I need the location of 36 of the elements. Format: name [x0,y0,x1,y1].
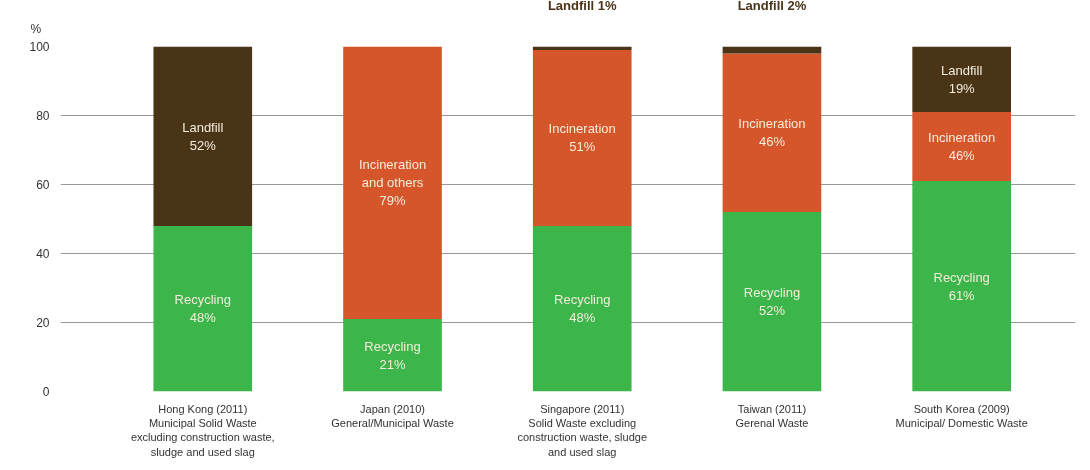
bar [153,225,253,392]
y-tick-label: 40 [36,247,50,261]
data-label: Landfill 1% [547,0,617,13]
bar [343,46,442,320]
x-tick-label: Hong Kong (2011) Municipal Solid Waste excluding construction waste, sludge and used slag [130,402,275,458]
y-tick-label: 20 [36,316,50,330]
bar [722,53,822,213]
bar [722,212,822,392]
x-tick-label: Japan (2010) General/Municipal Waste [331,402,454,429]
x-tick-label: Taiwan (2011) Gerenal Waste [735,402,809,429]
data-label: Incineration 46% [928,130,996,164]
data-label: Recycling 21% [364,338,421,372]
bar [343,319,442,392]
data-label: Incineration and others 79% [358,157,427,209]
bar [532,225,632,392]
y-tick-label: 100 [29,40,50,54]
data-label: Recycling 61% [933,269,990,303]
data-label: Incineration 46% [738,116,806,150]
y-tick-label: 80 [36,109,50,123]
x-tick-label: South Korea (2009) Municipal/ Domestic Waste [895,402,1028,429]
bar [153,46,253,226]
bar [912,181,1011,392]
data-label: Recycling 48% [554,292,611,326]
data-label: Incineration 51% [548,121,616,155]
data-label: Recycling 52% [743,285,801,319]
data-label: Landfill 2% [737,0,807,13]
data-label: Landfill 52% [182,119,224,153]
x-tick-label: Singapore (2011) Solid Waste excluding construction waste, sludge and used slag [517,402,648,458]
y-tick-label: 0 [42,385,50,399]
data-label: Recycling 48% [174,292,231,326]
bar [912,46,1011,113]
y-tick-label: 60 [36,178,50,192]
y-axis-title: % [30,21,42,36]
bar [912,112,1011,182]
bar [532,49,632,226]
data-label: Landfill 19% [941,62,983,96]
